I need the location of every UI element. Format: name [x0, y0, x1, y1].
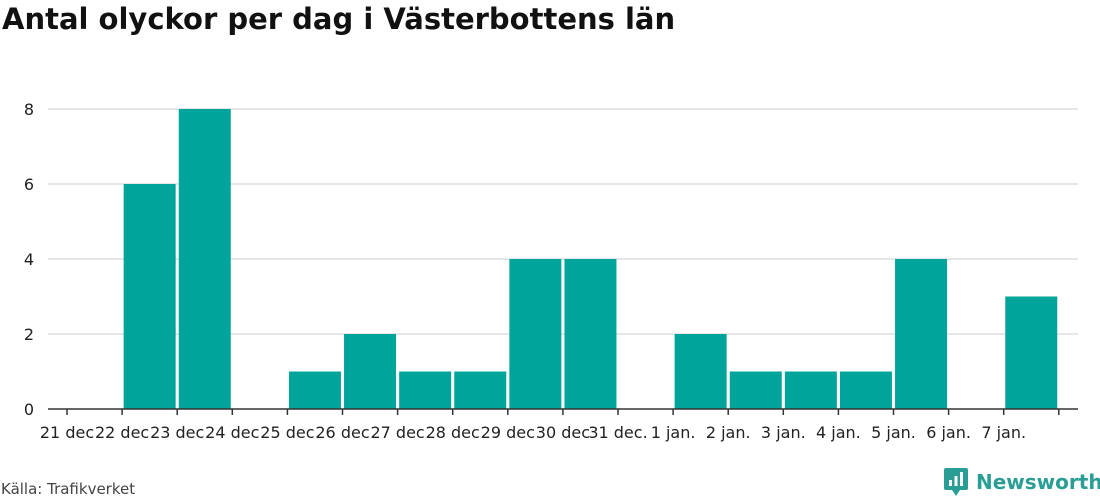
bar [399, 371, 452, 409]
bar [454, 371, 507, 409]
x-tick-label: 26 dec [315, 423, 369, 442]
newsworthy-logo-icon [944, 468, 968, 496]
x-tick-label: 4 jan. [816, 423, 861, 442]
y-tick-label: 0 [24, 400, 34, 419]
brand-name: Newsworthy [976, 470, 1100, 494]
bar [674, 334, 727, 409]
y-axis-ticks: 0 2 4 6 8 [24, 100, 34, 419]
bar [288, 371, 341, 409]
x-tick-label: 3 jan. [761, 423, 806, 442]
bar [344, 334, 397, 409]
x-tick-label: 27 dec [370, 423, 424, 442]
bar [509, 259, 562, 409]
x-tick-label: 6 jan. [926, 423, 971, 442]
y-tick-label: 4 [24, 250, 34, 269]
x-tick-label: 28 dec [426, 423, 480, 442]
x-tick-label: 2 jan. [706, 423, 751, 442]
bar [784, 371, 837, 409]
x-tick-label: 31 dec. [588, 423, 647, 442]
bar [564, 259, 617, 409]
bar [1005, 296, 1058, 409]
x-tick-label: 30 dec [536, 423, 590, 442]
x-tick-label: 23 dec [150, 423, 204, 442]
x-tick-label: 5 jan. [871, 423, 916, 442]
bar [895, 259, 948, 409]
chart-title: Antal olyckor per dag i Västerbottens lä… [2, 2, 676, 36]
y-tick-label: 8 [24, 100, 34, 119]
x-tick-label: 22 dec [95, 423, 149, 442]
brand-logo: Newsworthy [944, 468, 1100, 496]
bar-chart: 0 2 4 6 8 21 dec 22 dec 23 dec 24 dec 25 dec 26 d… [24, 100, 1078, 442]
x-tick-label: 29 dec [481, 423, 535, 442]
y-tick-label: 6 [24, 175, 34, 194]
x-tick-label: 7 jan. [981, 423, 1026, 442]
x-tick-label: 1 jan. [651, 423, 696, 442]
y-tick-label: 2 [24, 325, 34, 344]
source-note: Källa: Trafikverket [1, 480, 136, 498]
bar [123, 184, 176, 409]
x-tick-label: 24 dec [205, 423, 259, 442]
bars [123, 109, 1058, 409]
bar [839, 371, 892, 409]
x-tick-label: 25 dec [260, 423, 314, 442]
x-axis: 21 dec 22 dec 23 dec 24 dec 25 dec 26 dec 27 d… [40, 408, 1078, 442]
bar [729, 371, 782, 409]
x-tick-label: 21 dec [40, 423, 94, 442]
bar [178, 109, 231, 409]
